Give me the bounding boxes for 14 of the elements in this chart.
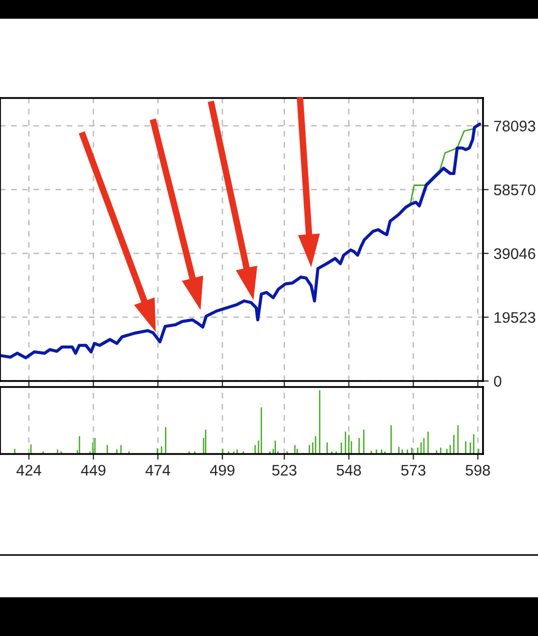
y-tick-label: 78093 <box>494 120 536 132</box>
y-tick-label: 58570 <box>494 184 536 196</box>
x-tick-label: 548 <box>336 464 361 476</box>
x-tick-label: 598 <box>466 464 490 476</box>
x-tick-label: 499 <box>210 464 234 476</box>
x-tick-label: 424 <box>16 464 42 476</box>
x-tick-label: 573 <box>401 464 426 476</box>
y-tick-label: 0 <box>494 376 502 387</box>
x-tick-label: 474 <box>146 464 170 476</box>
y-tick-label: 39046 <box>494 248 536 260</box>
x-tick-label: 449 <box>81 464 106 476</box>
y-tick-label: 19523 <box>494 312 536 323</box>
line-series <box>0 122 482 360</box>
x-tick-label: 523 <box>272 464 296 476</box>
